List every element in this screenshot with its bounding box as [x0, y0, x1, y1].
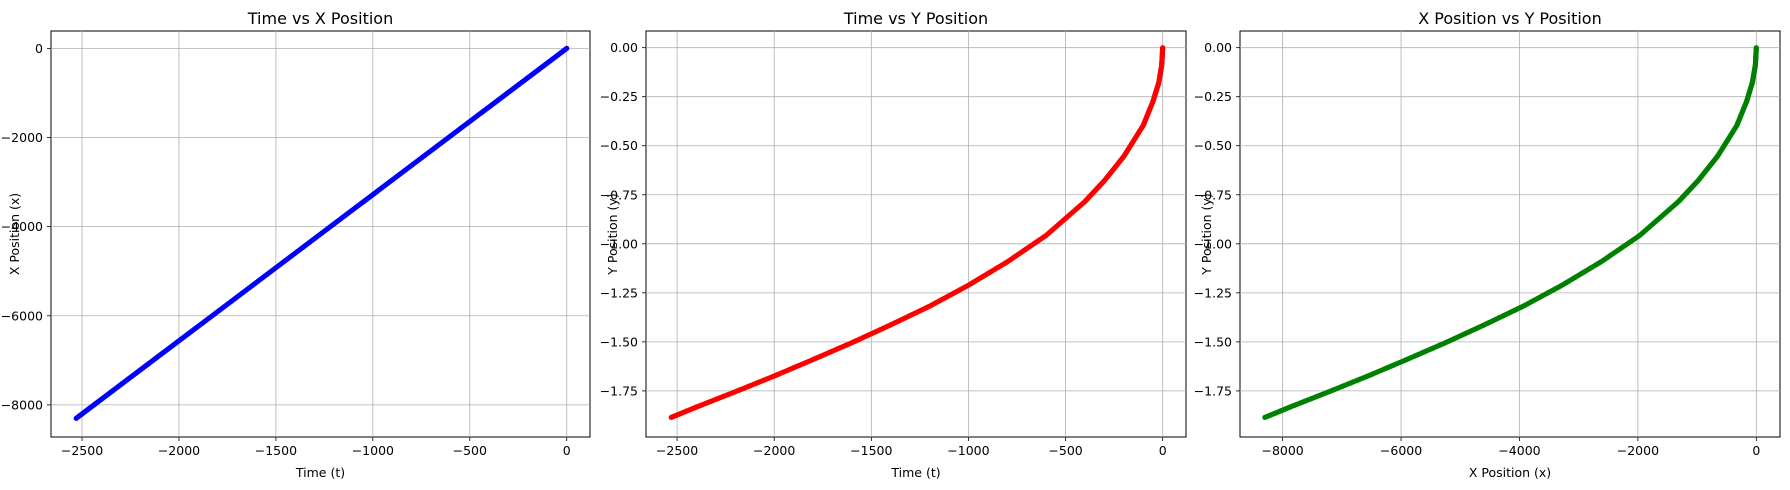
- x-tick-label: −1500: [255, 443, 297, 458]
- y-tick-label: −1.00: [1194, 236, 1232, 251]
- x-axis-label: Time (t): [890, 465, 940, 480]
- plot-frame: [1239, 30, 1781, 438]
- y-tick-label: −1.25: [1194, 285, 1232, 300]
- subplot-time-vs-y: −2500 −2000 −1500 −1000 −500 0 −1.75 −1.50 −1.2…: [600, 9, 1187, 480]
- data-point: [564, 45, 570, 51]
- x-tick-label: −1500: [850, 443, 892, 458]
- data-point: [1160, 45, 1166, 51]
- y-tick-label: −8000: [1, 397, 43, 412]
- y-tick-label: 0.00: [610, 40, 638, 55]
- x-tick-label: −2000: [753, 443, 795, 458]
- x-tick-label: −1000: [947, 443, 989, 458]
- x-tick-label: −500: [1048, 443, 1082, 458]
- y-tick-label: −4000: [1, 219, 43, 234]
- x-tick-label: −2500: [656, 443, 698, 458]
- x-tick-label: −6000: [1380, 443, 1422, 458]
- y-tick-label: 0.00: [1204, 40, 1232, 55]
- x-tick-label: −500: [453, 443, 487, 458]
- x-axis-label: X Position (x): [1469, 465, 1551, 480]
- x-tick-label: −2500: [61, 443, 103, 458]
- chart-title: Time vs X Position: [247, 9, 393, 28]
- grid: [51, 31, 590, 437]
- x-ticks: −2500 −2000 −1500 −1000 −500 0: [656, 437, 1167, 458]
- x-tick-label: −2000: [158, 443, 200, 458]
- y-tick-label: −1.75: [1194, 383, 1232, 398]
- y-tick-label: −1.50: [600, 334, 638, 349]
- y-ticks: −1.75 −1.50 −1.25 −1.00 −0.75 −0.50 −0.25 0.00: [1194, 40, 1240, 398]
- x-ticks: −8000 −6000 −4000 −2000 0: [1261, 437, 1760, 458]
- y-axis-label: Y Position (y): [605, 193, 620, 275]
- y-tick-label: −6000: [1, 308, 43, 323]
- subplot-x-vs-y: −8000 −6000 −4000 −2000 0 −1.75−1.50−1.25−1.…: [1194, 9, 1781, 480]
- data-points: [73, 45, 570, 421]
- x-axis-label: Time (t): [295, 465, 345, 480]
- y-tick-label: −1.00: [600, 236, 638, 251]
- y-tick-label: −0.25: [600, 89, 638, 104]
- x-tick-label: −2000: [1617, 443, 1659, 458]
- x-tick-label: 0: [1752, 443, 1760, 458]
- y-tick-label: −0.75: [600, 187, 638, 202]
- y-tick-label: −0.25: [1194, 89, 1232, 104]
- subplot-time-vs-x: −2500 −2000 −1500 −1000 −500 0 −8000 −6000 −400…: [1, 9, 591, 480]
- x-tick-label: −8000: [1261, 443, 1303, 458]
- y-tick-label: −0.75: [1194, 187, 1232, 202]
- chart-title: X Position vs Y Position: [1418, 9, 1601, 28]
- y-tick-label: −0.50: [600, 138, 638, 153]
- x-tick-label: −1000: [352, 443, 394, 458]
- data-point: [1753, 45, 1759, 51]
- data-points: [668, 45, 1166, 420]
- y-tick-label: −0.50: [1194, 138, 1232, 153]
- data-points: [1262, 45, 1759, 420]
- x-ticks: −2500 −2000 −1500 −1000 −500 0: [61, 437, 571, 458]
- y-tick-label: 0: [35, 41, 43, 56]
- y-tick-label: −2000: [1, 130, 43, 145]
- x-tick-label: −4000: [1498, 443, 1540, 458]
- y-axis-label: X Position (x): [7, 193, 22, 275]
- y-ticks: −1.75 −1.50 −1.25 −1.00 −0.75 −0.50 −0.25 0.00: [600, 40, 646, 398]
- y-axis-label: Y Position (y): [1199, 193, 1214, 275]
- plot-frame: [645, 30, 1187, 438]
- y-tick-label: −1.25: [600, 285, 638, 300]
- y-tick-label: −1.50: [1194, 334, 1232, 349]
- y-ticks: −8000 −6000 −4000 −2000 0: [1, 41, 51, 412]
- chart-title: Time vs Y Position: [843, 9, 988, 28]
- y-tick-label: −1.75: [600, 383, 638, 398]
- x-tick-label: 0: [1159, 443, 1167, 458]
- x-tick-label: 0: [563, 443, 571, 458]
